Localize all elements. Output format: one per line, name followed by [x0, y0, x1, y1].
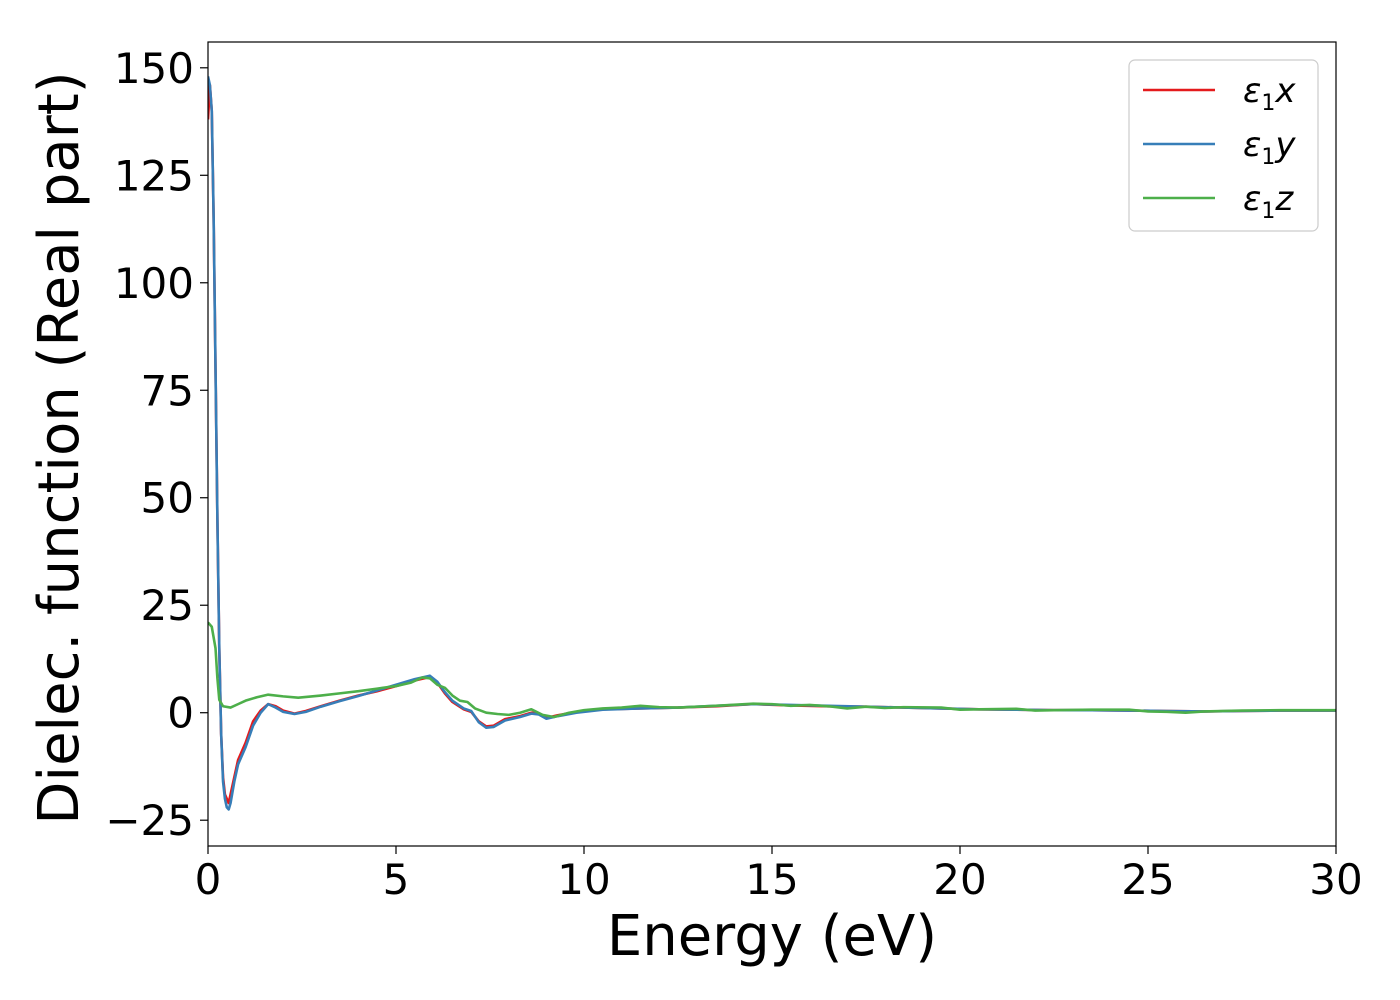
- x-tick-label: 20: [933, 855, 986, 904]
- series-layer: [208, 76, 1336, 811]
- x-tick-label: 15: [745, 855, 798, 904]
- x-tick-label: 0: [195, 855, 222, 904]
- y-tick-label: 125: [114, 151, 194, 200]
- y-tick-label: −25: [105, 796, 194, 845]
- y-axis-title: Dielec. function (Real part): [27, 71, 92, 824]
- y-axis: −25 0 25 50 75 100 125 150: [105, 44, 208, 845]
- series-line-z: [208, 621, 1336, 719]
- x-axis: 0 5 10 15 20 25 30: [195, 846, 1363, 904]
- y-tick-label: 25: [141, 581, 194, 630]
- x-tick-label: 25: [1121, 855, 1174, 904]
- y-tick-label: 100: [114, 259, 194, 308]
- y-tick-label: 150: [114, 44, 194, 93]
- x-tick-label: 5: [383, 855, 410, 904]
- x-tick-label: 30: [1309, 855, 1362, 904]
- y-tick-label: 75: [141, 366, 194, 415]
- legend-label-z: ε1z: [1243, 179, 1294, 224]
- y-tick-label: 0: [167, 689, 194, 738]
- legend-label-x: ε1x: [1243, 71, 1296, 116]
- x-axis-title: Energy (eV): [607, 904, 937, 969]
- legend-label-y: ε1y: [1243, 125, 1296, 170]
- x-tick-label: 10: [557, 855, 610, 904]
- y-tick-label: 50: [141, 474, 194, 523]
- legend-box: [1128, 59, 1319, 232]
- legend: ε1x ε1y ε1z: [1128, 59, 1319, 232]
